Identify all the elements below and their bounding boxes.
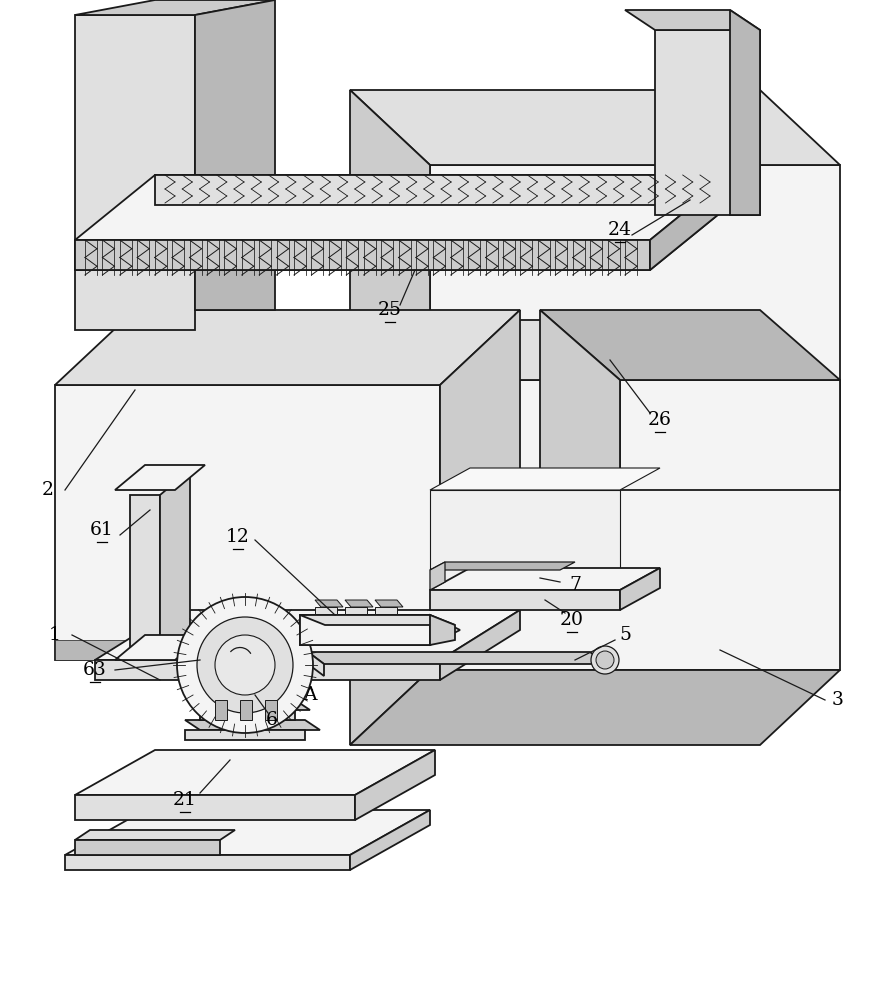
Polygon shape bbox=[430, 568, 660, 590]
Polygon shape bbox=[200, 710, 295, 720]
Polygon shape bbox=[55, 310, 520, 385]
Polygon shape bbox=[65, 810, 430, 855]
Circle shape bbox=[177, 597, 313, 733]
Text: 12: 12 bbox=[226, 528, 250, 546]
Polygon shape bbox=[160, 470, 190, 660]
Polygon shape bbox=[185, 720, 320, 730]
Polygon shape bbox=[370, 320, 620, 380]
Polygon shape bbox=[65, 855, 350, 870]
Polygon shape bbox=[540, 310, 840, 380]
Polygon shape bbox=[95, 610, 520, 660]
Polygon shape bbox=[265, 700, 277, 720]
Polygon shape bbox=[75, 175, 730, 240]
Polygon shape bbox=[730, 10, 760, 215]
Text: 20: 20 bbox=[560, 611, 584, 629]
Polygon shape bbox=[430, 562, 575, 570]
Polygon shape bbox=[430, 615, 455, 645]
Polygon shape bbox=[75, 750, 435, 795]
Text: 26: 26 bbox=[648, 411, 672, 429]
Polygon shape bbox=[55, 385, 440, 660]
Polygon shape bbox=[185, 730, 305, 740]
Polygon shape bbox=[55, 640, 440, 660]
Polygon shape bbox=[75, 830, 235, 840]
Text: 1: 1 bbox=[49, 626, 61, 644]
Polygon shape bbox=[308, 652, 324, 676]
Polygon shape bbox=[240, 700, 252, 720]
Polygon shape bbox=[345, 607, 367, 614]
Polygon shape bbox=[315, 607, 337, 614]
Polygon shape bbox=[195, 0, 275, 310]
Polygon shape bbox=[430, 468, 660, 490]
Polygon shape bbox=[308, 652, 606, 664]
Polygon shape bbox=[430, 590, 620, 610]
Text: 24: 24 bbox=[608, 221, 632, 239]
Polygon shape bbox=[300, 615, 430, 645]
Polygon shape bbox=[130, 495, 160, 660]
Polygon shape bbox=[430, 562, 445, 590]
Polygon shape bbox=[370, 320, 430, 550]
Circle shape bbox=[591, 646, 619, 674]
Polygon shape bbox=[620, 380, 840, 490]
Text: 3: 3 bbox=[832, 691, 844, 709]
Text: 7: 7 bbox=[569, 576, 581, 594]
Polygon shape bbox=[345, 600, 373, 607]
Polygon shape bbox=[75, 205, 730, 270]
Polygon shape bbox=[200, 700, 310, 710]
Polygon shape bbox=[540, 310, 620, 560]
Text: A: A bbox=[303, 686, 317, 704]
Polygon shape bbox=[350, 90, 430, 745]
Polygon shape bbox=[350, 90, 840, 165]
Circle shape bbox=[215, 635, 275, 695]
Polygon shape bbox=[75, 795, 355, 820]
Polygon shape bbox=[215, 700, 227, 720]
Polygon shape bbox=[115, 635, 205, 660]
Polygon shape bbox=[155, 175, 730, 205]
Text: 6: 6 bbox=[266, 711, 278, 729]
Text: 21: 21 bbox=[173, 791, 197, 809]
Text: 25: 25 bbox=[378, 301, 402, 319]
Circle shape bbox=[197, 617, 293, 713]
Text: 63: 63 bbox=[83, 661, 107, 679]
Polygon shape bbox=[75, 840, 220, 855]
Polygon shape bbox=[430, 165, 840, 670]
Polygon shape bbox=[625, 10, 760, 30]
Circle shape bbox=[596, 651, 614, 669]
Polygon shape bbox=[355, 750, 435, 820]
Polygon shape bbox=[440, 310, 520, 540]
Polygon shape bbox=[115, 465, 205, 490]
Text: 5: 5 bbox=[619, 626, 631, 644]
Polygon shape bbox=[655, 30, 760, 215]
Text: 2: 2 bbox=[42, 481, 54, 499]
Polygon shape bbox=[650, 175, 730, 270]
Polygon shape bbox=[375, 607, 397, 614]
Polygon shape bbox=[440, 610, 520, 680]
Polygon shape bbox=[620, 568, 660, 610]
Polygon shape bbox=[75, 15, 195, 330]
Polygon shape bbox=[350, 670, 840, 745]
Polygon shape bbox=[350, 810, 430, 870]
Polygon shape bbox=[300, 615, 455, 625]
Polygon shape bbox=[375, 600, 403, 607]
Polygon shape bbox=[315, 600, 343, 607]
Polygon shape bbox=[75, 0, 275, 15]
Polygon shape bbox=[430, 380, 620, 490]
Polygon shape bbox=[95, 660, 440, 680]
Polygon shape bbox=[430, 490, 620, 590]
Text: 61: 61 bbox=[90, 521, 113, 539]
Polygon shape bbox=[300, 615, 460, 645]
Polygon shape bbox=[75, 240, 650, 270]
